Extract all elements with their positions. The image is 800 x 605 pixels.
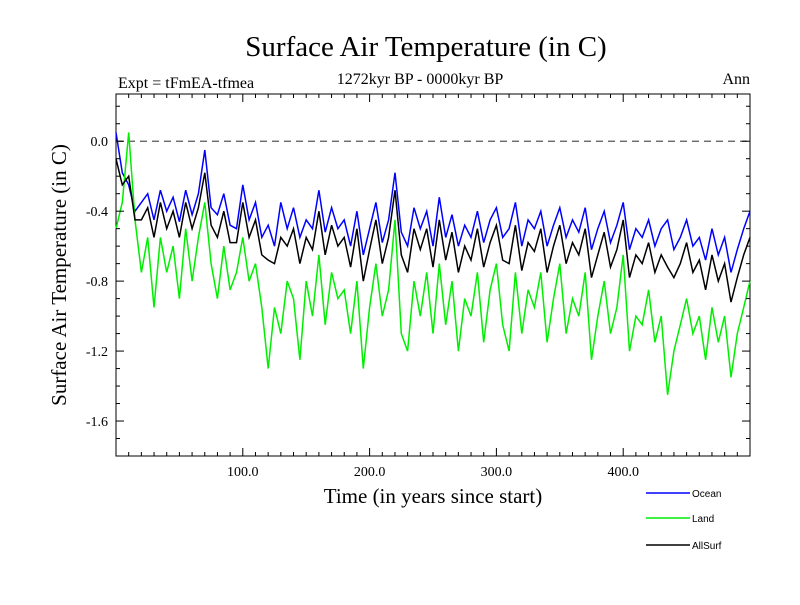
x-tick-label: 400.0 [607, 465, 639, 480]
y-axis-label: Surface Air Temperature (in C) [47, 144, 71, 406]
y-tick-label: 0.0 [91, 135, 109, 150]
x-tick-label: 100.0 [227, 465, 259, 480]
ticks-layer: 100.0 200.0 300.0 400.0 0.0 -0.4 -0.8 -1.2 -1.6 [86, 94, 750, 480]
legend-label-ocean: Ocean [692, 489, 721, 500]
y-tick-label: -1.2 [86, 345, 108, 360]
x-tick-label: 200.0 [354, 465, 386, 480]
y-tick-label: -1.6 [86, 415, 108, 430]
y-tick-label: -0.4 [86, 205, 108, 220]
chart-subtitle: 1272kyr BP - 0000kyr BP [337, 71, 504, 88]
series-line-ocean [115, 132, 751, 273]
series-line-land [115, 132, 751, 395]
experiment-label: Expt = tFmEA-tfmea [118, 75, 254, 92]
y-tick-label: -0.8 [86, 275, 108, 290]
legend: Ocean Land AllSurf [646, 489, 722, 552]
legend-label-allsurf: AllSurf [692, 541, 722, 552]
series-layer [115, 132, 751, 395]
chart-title: Surface Air Temperature (in C) [245, 31, 606, 63]
series-line-allsurf [115, 158, 751, 303]
x-axis-label: Time (in years since start) [324, 484, 543, 508]
legend-label-land: Land [692, 514, 714, 525]
x-tick-label: 300.0 [481, 465, 513, 480]
plot-frame [115, 93, 751, 457]
period-label: Ann [722, 71, 750, 88]
